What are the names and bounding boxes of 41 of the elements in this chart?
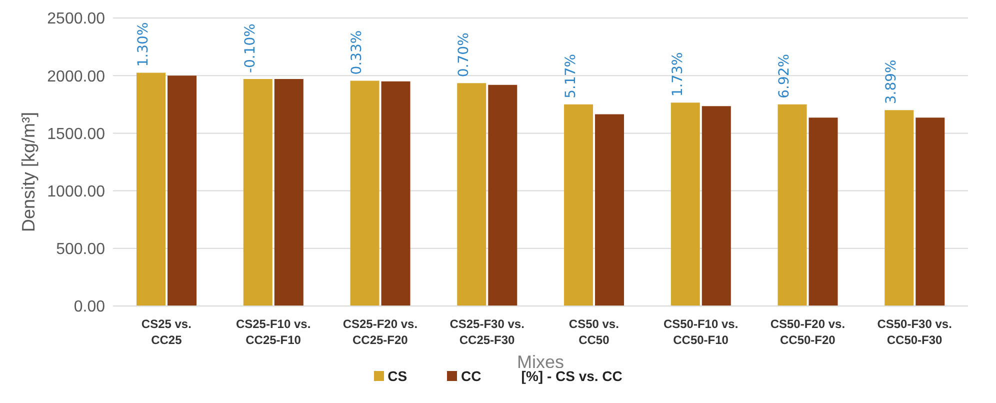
bar <box>595 114 624 306</box>
annotation: 0.33% <box>349 30 366 75</box>
x-tick-label: CS50-F10 vs. CC50-F10 <box>663 317 738 347</box>
annotation: 6.92% <box>776 54 793 98</box>
y-axis-title: Density [kg/m³] <box>18 112 38 232</box>
x-tick-label: CS50-F30 vs. CC50-F30 <box>877 317 952 347</box>
bar <box>702 106 731 306</box>
x-tick-label: CS50-F20 vs. CC50-F20 <box>770 317 846 347</box>
bar <box>488 84 518 306</box>
x-tick-label: CS50 vs. CC50 <box>568 317 619 347</box>
bar <box>884 110 914 306</box>
bar <box>136 72 166 306</box>
annotation: -0.10% <box>242 24 258 74</box>
bar <box>670 102 700 306</box>
bar <box>808 118 838 306</box>
bar <box>457 83 486 306</box>
y-tick-label: 0.00 <box>74 298 106 316</box>
legend-label: CC <box>460 368 482 384</box>
annotation: 5.17% <box>562 54 579 98</box>
x-tick-label: CS25-F20 vs. CC25-F20 <box>342 317 418 347</box>
bar <box>381 81 410 306</box>
bar <box>564 104 594 306</box>
annotation: 3.89% <box>884 60 900 104</box>
annotation: 1.73% <box>670 52 686 97</box>
x-tick-label: CS25-F30 vs. CC25-F30 <box>450 317 524 347</box>
bar <box>778 104 807 306</box>
y-tick-label: 1000.00 <box>47 183 106 200</box>
annotation: 0.70% <box>456 32 472 78</box>
annotation: 1.30% <box>135 22 152 67</box>
bar <box>916 118 945 306</box>
legend-label: CS <box>386 368 408 384</box>
bar <box>243 79 272 306</box>
bar <box>168 76 197 306</box>
x-tick-label: CS25 vs. CC25 <box>141 317 192 347</box>
y-tick-label: 2000.00 <box>47 68 106 86</box>
y-tick-label: 1500.00 <box>47 126 106 143</box>
y-tick-label: 500.00 <box>56 241 106 258</box>
bar <box>350 80 380 306</box>
x-tick-label: CS25-F10 vs. CC25-F10 <box>236 317 311 347</box>
bar <box>274 79 304 306</box>
y-tick-label: 2500.00 <box>47 10 106 28</box>
